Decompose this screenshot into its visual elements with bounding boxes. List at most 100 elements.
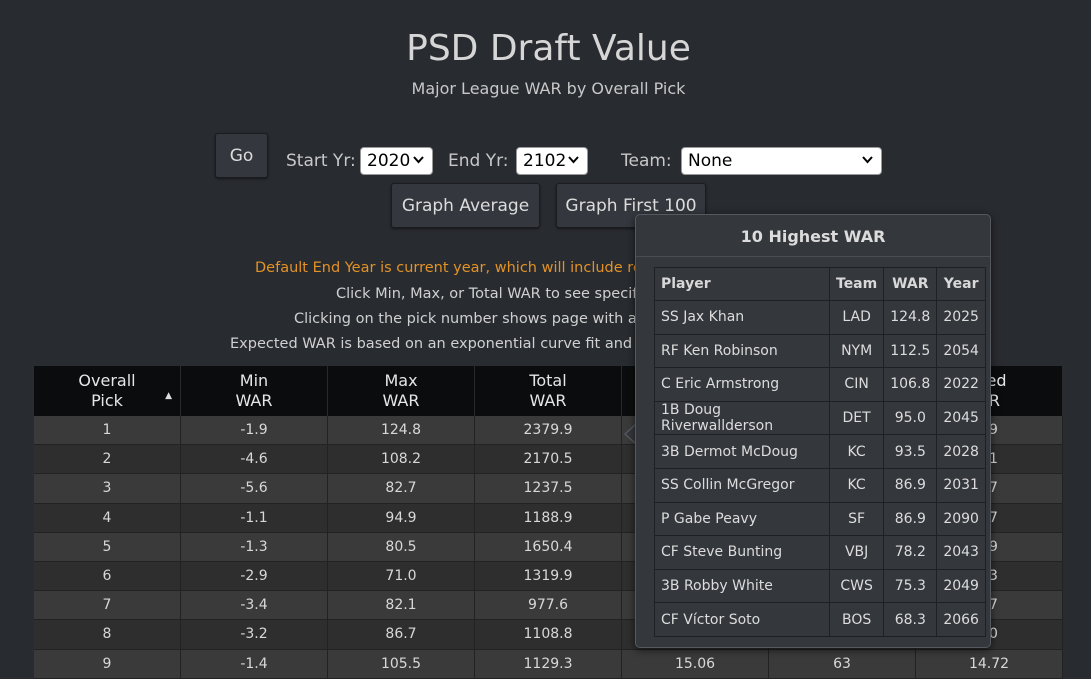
highest-war-table: Player Team WAR Year SS Jax Khan LAD 124.8… (654, 267, 986, 637)
col-max-war[interactable]: Max WAR (327, 366, 475, 416)
table-cell[interactable]: 94.9 (327, 503, 475, 533)
table-cell[interactable]: -1.4 (180, 649, 328, 679)
chevron-down-icon (568, 156, 579, 164)
table-cell[interactable]: 105.5 (327, 649, 475, 679)
team-label: Team: (621, 151, 672, 171)
note-default-end-year: Default End Year is current year, which … (255, 260, 668, 276)
pick-number-cell[interactable]: 6 (34, 561, 181, 592)
table-cell: 15.06 (621, 649, 769, 679)
note-click-pick: Clicking on the pick number shows page w… (294, 311, 663, 327)
chevron-down-icon (862, 156, 873, 164)
table-cell[interactable]: -1.9 (180, 416, 328, 446)
col-team: Team (828, 267, 885, 301)
war-cell: 106.8 (883, 367, 938, 402)
team-cell: KC (828, 434, 885, 469)
pick-number-cell[interactable]: 7 (34, 590, 181, 621)
pick-number-cell[interactable]: 9 (34, 649, 181, 679)
player-cell: RF Ken Robinson (654, 333, 830, 369)
note-expected-war: Expected WAR is based on an exponential … (230, 336, 669, 352)
war-row: SS Collin McGregor KC 86.9 2031 (654, 467, 986, 503)
war-row: CF Steve Bunting VBJ 78.2 2043 (654, 535, 986, 570)
war-row: CF Víctor Soto BOS 68.3 2066 (654, 602, 986, 637)
start-year-select[interactable]: 2020 (360, 147, 433, 175)
table-cell[interactable]: 977.6 (474, 590, 622, 621)
col-player: Player (654, 267, 830, 301)
year-cell: 2045 (936, 400, 986, 436)
team-cell: CIN (828, 367, 885, 402)
table-cell[interactable]: 1319.9 (474, 561, 622, 592)
popup-caret-inner (626, 425, 636, 443)
end-year-label: End Yr: (448, 151, 509, 171)
war-cell: 86.9 (883, 467, 938, 503)
team-select[interactable]: None (681, 147, 882, 175)
end-year-select[interactable]: 2102 (516, 147, 588, 175)
year-cell: 2043 (936, 535, 986, 570)
year-cell: 2022 (936, 367, 986, 402)
player-cell: SS Jax Khan (654, 300, 830, 335)
team-cell: BOS (828, 602, 885, 637)
war-header-row: Player Team WAR Year (654, 267, 986, 301)
table-cell[interactable]: 2379.9 (474, 416, 622, 446)
war-cell: 68.3 (883, 602, 938, 637)
pick-number-cell[interactable]: 1 (34, 416, 181, 446)
war-cell: 112.5 (883, 333, 938, 369)
table-cell[interactable]: 1108.8 (474, 619, 622, 650)
table-cell[interactable]: 82.7 (327, 473, 475, 504)
player-cell: 3B Dermot McDoug (654, 434, 830, 469)
table-cell[interactable]: 108.2 (327, 444, 475, 475)
popover-title: 10 Highest WAR (740, 227, 886, 246)
table-cell[interactable]: 80.5 (327, 532, 475, 562)
team-cell: VBJ (828, 535, 885, 570)
war-cell: 75.3 (883, 568, 938, 604)
table-cell[interactable]: -5.6 (180, 473, 328, 504)
table-cell[interactable]: 1650.4 (474, 532, 622, 562)
col-min-war[interactable]: Min WAR (180, 366, 328, 416)
team-value: None (688, 151, 733, 171)
col-war: WAR (883, 267, 938, 301)
table-cell[interactable]: 124.8 (327, 416, 475, 446)
war-row: 3B Dermot McDoug KC 93.5 2028 (654, 434, 986, 469)
year-cell: 2049 (936, 568, 986, 604)
graph-average-button[interactable]: Graph Average (391, 183, 540, 228)
table-cell[interactable]: 1237.5 (474, 473, 622, 504)
table-cell[interactable]: -3.4 (180, 590, 328, 621)
popover-divider (636, 256, 990, 257)
team-cell: KC (828, 467, 885, 503)
sort-asc-icon: ▲ (165, 391, 172, 401)
pick-number-cell[interactable]: 5 (34, 532, 181, 562)
pick-number-cell[interactable]: 8 (34, 619, 181, 650)
go-button[interactable]: Go (215, 133, 268, 178)
table-cell[interactable]: -1.1 (180, 503, 328, 533)
pick-number-cell[interactable]: 4 (34, 503, 181, 533)
table-cell[interactable]: 86.7 (327, 619, 475, 650)
page-title: PSD Draft Value (406, 28, 691, 69)
pick-number-cell[interactable]: 3 (34, 473, 181, 504)
year-cell: 2054 (936, 333, 986, 369)
year-cell: 2025 (936, 300, 986, 335)
war-cell: 95.0 (883, 400, 938, 436)
col-overall-pick[interactable]: Overall Pick ▲ (34, 366, 181, 416)
table-cell[interactable]: 1188.9 (474, 503, 622, 533)
table-cell: 63 (768, 649, 916, 679)
pick-number-cell[interactable]: 2 (34, 444, 181, 475)
team-cell: SF (828, 501, 885, 537)
team-cell: NYM (828, 333, 885, 369)
year-cell: 2031 (936, 467, 986, 503)
table-cell[interactable]: 2170.5 (474, 444, 622, 475)
year-cell: 2066 (936, 602, 986, 637)
war-row: SS Jax Khan LAD 124.8 2025 (654, 300, 986, 335)
end-year-value: 2102 (523, 151, 567, 171)
player-cell: CF Víctor Soto (654, 602, 830, 637)
table-cell[interactable]: 82.1 (327, 590, 475, 621)
table-cell[interactable]: -3.2 (180, 619, 328, 650)
table-cell[interactable]: 1129.3 (474, 649, 622, 679)
table-cell[interactable]: -2.9 (180, 561, 328, 592)
player-cell: 1B Doug Riverwallderson (654, 400, 830, 436)
graph-first-100-button[interactable]: Graph First 100 (556, 183, 706, 228)
table-cell[interactable]: -4.6 (180, 444, 328, 475)
table-cell[interactable]: -1.3 (180, 532, 328, 562)
war-row: RF Ken Robinson NYM 112.5 2054 (654, 333, 986, 369)
year-cell: 2028 (936, 434, 986, 469)
table-cell[interactable]: 71.0 (327, 561, 475, 592)
col-total-war[interactable]: Total WAR (474, 366, 622, 416)
